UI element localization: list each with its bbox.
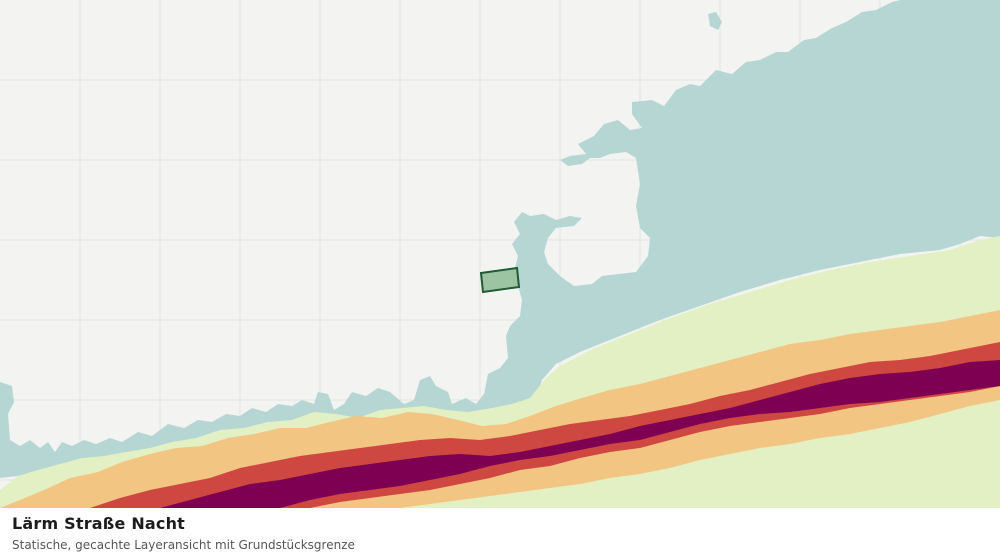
island-small (708, 12, 722, 30)
layer-title: Lärm Straße Nacht (12, 514, 186, 533)
layer-subtitle: Statische, gecachte Layeransicht mit Gru… (12, 538, 355, 552)
parcel-boundary[interactable] (479, 266, 521, 294)
layer-caption: Lärm Straße Nacht Statische, gecachte La… (0, 508, 1000, 560)
noise-band-medium (0, 310, 1000, 508)
noise-band-high (90, 342, 1000, 508)
quiet-zone-area (0, 0, 1000, 478)
noise-band-very-high (160, 360, 1000, 508)
